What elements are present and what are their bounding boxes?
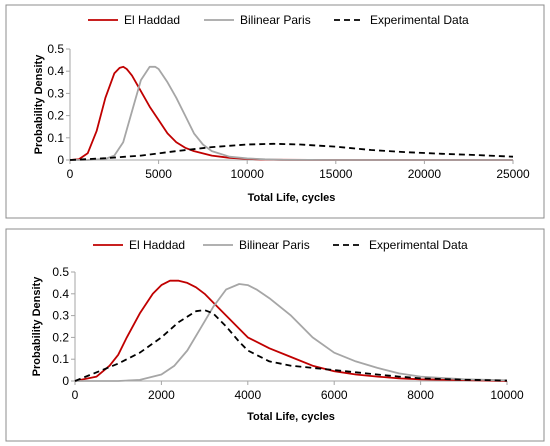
x-tick-label: 20000 <box>408 167 442 181</box>
x-tick-label: 8000 <box>407 388 434 402</box>
x-tick-label: 4000 <box>234 388 261 402</box>
x-tick-label: 6000 <box>321 388 348 402</box>
series-line-3 <box>74 309 508 382</box>
y-tick-label: 0 <box>62 374 69 388</box>
y-tick-label: 0.5 <box>52 265 69 279</box>
x-tick-label: 25000 <box>496 167 530 181</box>
legend-label-3: Experimental Data <box>370 13 469 27</box>
y-axis-title: Probability Density <box>33 54 45 155</box>
y-tick-label: 0.4 <box>47 64 64 78</box>
x-tick-label: 5000 <box>145 167 172 181</box>
y-tick-label: 0.2 <box>52 330 69 344</box>
y-tick-label: 0.5 <box>47 42 64 56</box>
chart-frame <box>5 4 545 219</box>
legend-label-1: El Haddad <box>129 238 185 252</box>
x-axis-title: Total Life, cycles <box>247 411 335 423</box>
y-tick-label: 0.2 <box>47 109 64 123</box>
y-tick-label: 0.1 <box>47 131 64 145</box>
x-tick-label: 2000 <box>148 388 175 402</box>
series-line-2 <box>70 65 513 161</box>
x-axis-title: Total Life, cycles <box>248 192 336 204</box>
y-tick-label: 0.3 <box>52 309 69 323</box>
series-line-2 <box>75 283 508 382</box>
x-tick-label: 10000 <box>231 167 265 181</box>
y-tick-label: 0.4 <box>52 287 69 301</box>
y-axis-title: Probability Density <box>31 276 43 377</box>
x-tick-label: 0 <box>67 167 74 181</box>
y-tick-label: 0.3 <box>47 86 64 100</box>
x-tick-label: 0 <box>72 388 79 402</box>
series-line-1 <box>74 279 508 382</box>
chart-2: 0 0.1 0.2 0.3 0.4 0.5 0 2000 4000 6000 8000 10000 To… <box>5 228 545 442</box>
y-tick-label: 0 <box>57 153 64 167</box>
legend-label-2: Bilinear Paris <box>240 13 311 27</box>
chart-frame <box>5 228 545 442</box>
legend-label-2: Bilinear Paris <box>239 238 310 252</box>
x-tick-label: 15000 <box>319 167 353 181</box>
y-tick-label: 0.1 <box>52 352 69 366</box>
legend-label-1: El Haddad <box>124 13 180 27</box>
legend-label-3: Experimental Data <box>369 238 468 252</box>
chart-1: 0 0.1 0.2 0.3 0.4 0.5 0 5000 10000 15000 20000 2500… <box>5 4 545 219</box>
x-tick-label: 10000 <box>490 388 524 402</box>
